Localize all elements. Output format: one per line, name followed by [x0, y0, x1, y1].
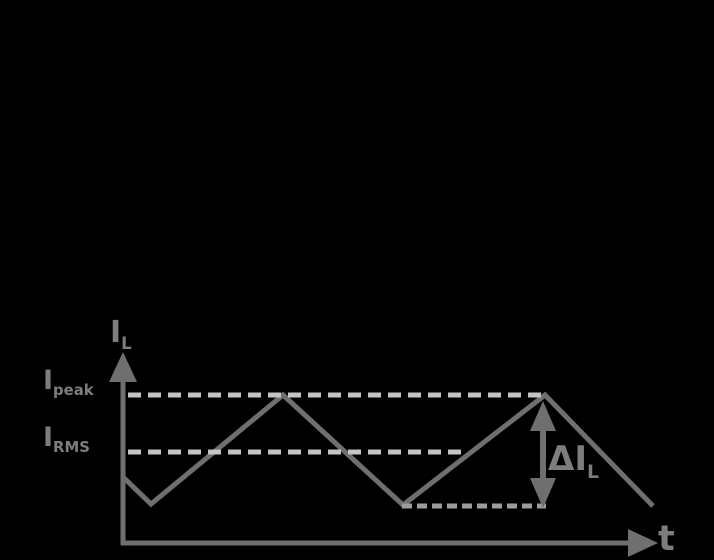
rms-label-main: I [43, 422, 54, 453]
y-axis-label: IL [110, 315, 132, 352]
rms-label-sub: RMS [53, 438, 90, 457]
delta-arrow-bottom-head [530, 478, 556, 508]
peak-level-label: Ipeak [43, 365, 94, 398]
ripple-label-main: ΔI [548, 439, 587, 479]
rms-level-label: IRMS [43, 422, 90, 455]
peak-label-sub: peak [53, 381, 94, 400]
delta-arrow-top-head [530, 401, 556, 431]
ripple-label-sub: L [586, 461, 599, 483]
x-axis-label: t [658, 522, 675, 557]
y-axis-arrowhead [109, 352, 137, 382]
peak-label-main: I [43, 365, 54, 396]
x-axis-arrowhead [628, 529, 658, 557]
y-axis-label-sub: L [121, 333, 132, 353]
x-axis-label-main: t [658, 519, 675, 559]
y-axis-label-main: I [110, 315, 122, 350]
inductor-current-waveform [122, 391, 655, 509]
ripple-delta-label: ΔIL [548, 439, 599, 482]
